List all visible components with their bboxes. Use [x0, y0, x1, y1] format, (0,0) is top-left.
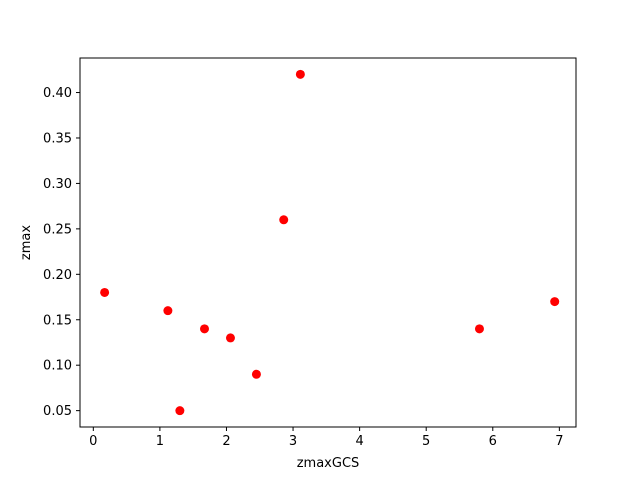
y-tick-label: 0.30 [43, 177, 72, 192]
data-point [279, 215, 289, 225]
data-point [225, 333, 235, 343]
data-point [163, 306, 173, 316]
x-tick-label: 6 [489, 434, 497, 449]
y-tick-label: 0.05 [43, 404, 72, 419]
x-axis-label: zmaxGCS [297, 456, 360, 471]
y-axis-label: zmax [19, 225, 34, 260]
plot-area: 0 1 2 3 4 5 6 7 0.05 0.10 0.15 0.20 0.25 0.30 0.35 0.40 [43, 57, 577, 449]
axes-frame [79, 57, 577, 428]
y-tick-label: 0.20 [43, 268, 72, 283]
x-tick-label: 0 [89, 434, 97, 449]
y-tick-label: 0.35 [43, 131, 72, 146]
y-tick-label: 0.40 [43, 86, 72, 101]
data-point [474, 324, 484, 334]
data-point [199, 324, 209, 334]
data-point [175, 406, 185, 416]
x-tick-label: 4 [355, 434, 363, 449]
data-point [251, 369, 261, 379]
y-tick-label: 0.10 [43, 359, 72, 374]
y-tick-label: 0.15 [43, 313, 72, 328]
data-point [295, 69, 305, 79]
data-point [100, 287, 110, 297]
x-tick-label: 1 [156, 434, 164, 449]
y-tick-label: 0.25 [43, 222, 72, 237]
x-tick-label: 7 [555, 434, 563, 449]
x-tick-label: 2 [222, 434, 230, 449]
x-tick-label: 3 [289, 434, 297, 449]
x-tick-label: 5 [422, 434, 430, 449]
data-point [550, 297, 560, 307]
